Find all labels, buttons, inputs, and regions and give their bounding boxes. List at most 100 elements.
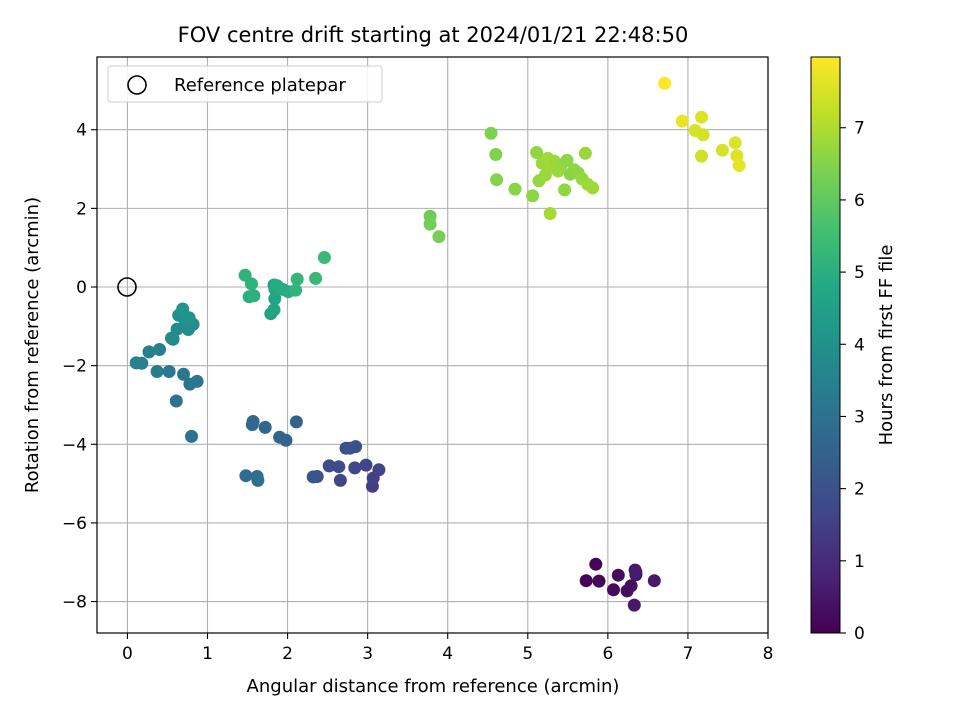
data-point — [359, 458, 373, 472]
data-point — [322, 459, 336, 473]
x-tick-label: 8 — [763, 644, 774, 664]
y-tick-label: 0 — [76, 278, 87, 298]
colorbar-tick-label: 6 — [854, 191, 865, 211]
y-tick-label: −2 — [62, 357, 87, 377]
data-point — [589, 557, 603, 571]
grid — [97, 57, 769, 633]
reference-platepar-marker — [117, 277, 137, 297]
data-point — [490, 173, 504, 187]
data-point — [647, 574, 661, 588]
colorbar-tick-label: 4 — [854, 335, 865, 355]
data-point — [317, 251, 331, 264]
colorbar-ticks: 0 1 2 3 4 5 6 7 — [840, 119, 865, 644]
data-point — [247, 289, 261, 303]
data-point — [238, 268, 252, 282]
data-point — [432, 230, 446, 244]
data-point — [153, 343, 166, 356]
data-point — [658, 76, 672, 90]
data-point — [543, 207, 557, 220]
colorbar-gradient — [810, 56, 841, 634]
data-point — [489, 148, 503, 161]
data-point — [289, 415, 303, 429]
data-point — [268, 292, 282, 306]
data-point — [629, 565, 643, 579]
data-point — [586, 181, 600, 195]
data-point — [624, 579, 638, 593]
data-point — [129, 356, 143, 370]
colorbar-tick-label: 5 — [854, 263, 865, 283]
x-tick-label: 7 — [683, 644, 694, 664]
x-axis-label: Angular distance from reference (arcmin) — [247, 676, 620, 697]
data-point — [560, 153, 574, 167]
x-tick-label: 0 — [122, 644, 133, 664]
data-point — [675, 114, 689, 128]
data-point — [239, 469, 253, 483]
colorbar-tick-label: 0 — [854, 624, 865, 644]
colorbar-label: Hours from first FF file — [876, 245, 897, 446]
data-point — [251, 473, 265, 487]
data-point — [730, 149, 744, 163]
y-axis-ticks: −8 −6 −4 −2 0 2 4 — [62, 121, 97, 613]
data-point — [245, 418, 259, 432]
data-point — [169, 394, 183, 408]
data-point — [309, 271, 323, 285]
y-tick-label: −8 — [62, 593, 87, 613]
data-point — [696, 128, 710, 142]
x-axis-ticks: 0 1 2 3 4 5 6 7 8 — [122, 633, 773, 664]
x-tick-label: 5 — [522, 644, 533, 664]
data-point — [185, 429, 198, 443]
data-point — [289, 283, 303, 297]
data-point — [611, 568, 625, 582]
data-point — [190, 374, 204, 388]
colorbar-tick-label: 3 — [854, 407, 865, 427]
data-point — [176, 302, 190, 316]
x-tick-label: 1 — [202, 644, 213, 664]
data-point — [728, 136, 742, 150]
x-tick-label: 6 — [602, 644, 613, 664]
data-point — [290, 272, 304, 286]
plot-area: 0 1 2 3 4 5 6 7 8 −8 −6 −4 −2 0 2 4 Reference platepar — [62, 56, 773, 664]
data-point — [343, 441, 357, 455]
legend-box — [107, 65, 383, 103]
data-point — [306, 470, 320, 484]
x-tick-label: 2 — [282, 644, 293, 664]
data-point — [150, 365, 164, 378]
data-point — [423, 217, 437, 231]
chart-title: FOV centre drift starting at 2024/01/21 … — [178, 23, 689, 47]
legend-label: Reference platepar — [174, 75, 346, 96]
data-point — [177, 367, 190, 381]
data-point — [332, 460, 346, 474]
colorbar: 0 1 2 3 4 5 6 7 Hours from first FF file — [810, 56, 897, 644]
data-point — [270, 279, 284, 293]
data-point — [258, 420, 272, 434]
data-point — [333, 473, 347, 487]
plot-frame — [96, 56, 769, 634]
data-point — [526, 189, 540, 203]
data-point — [162, 365, 176, 378]
data-point — [142, 345, 156, 359]
data-point — [273, 430, 287, 444]
data-point — [695, 110, 708, 124]
data-point — [607, 583, 620, 597]
colorbar-tick-label: 2 — [854, 480, 865, 500]
data-point — [627, 598, 641, 612]
colorbar-tick-label: 1 — [854, 552, 865, 572]
data-point — [165, 331, 178, 345]
data-point — [484, 126, 498, 140]
data-point — [695, 149, 708, 163]
data-point — [715, 143, 729, 157]
data-point — [372, 463, 386, 477]
data-point — [592, 574, 606, 588]
y-tick-label: 4 — [76, 121, 87, 141]
data-point — [267, 303, 281, 317]
data-point — [732, 159, 746, 172]
x-tick-label: 3 — [362, 644, 373, 664]
y-tick-label: 2 — [76, 199, 87, 219]
legend-marker-icon — [127, 75, 147, 95]
data-points — [129, 76, 746, 612]
x-tick-label: 4 — [442, 644, 453, 664]
data-point — [348, 461, 362, 475]
y-tick-label: −4 — [62, 435, 87, 455]
y-axis-label: Rotation from reference (arcmin) — [22, 197, 43, 493]
